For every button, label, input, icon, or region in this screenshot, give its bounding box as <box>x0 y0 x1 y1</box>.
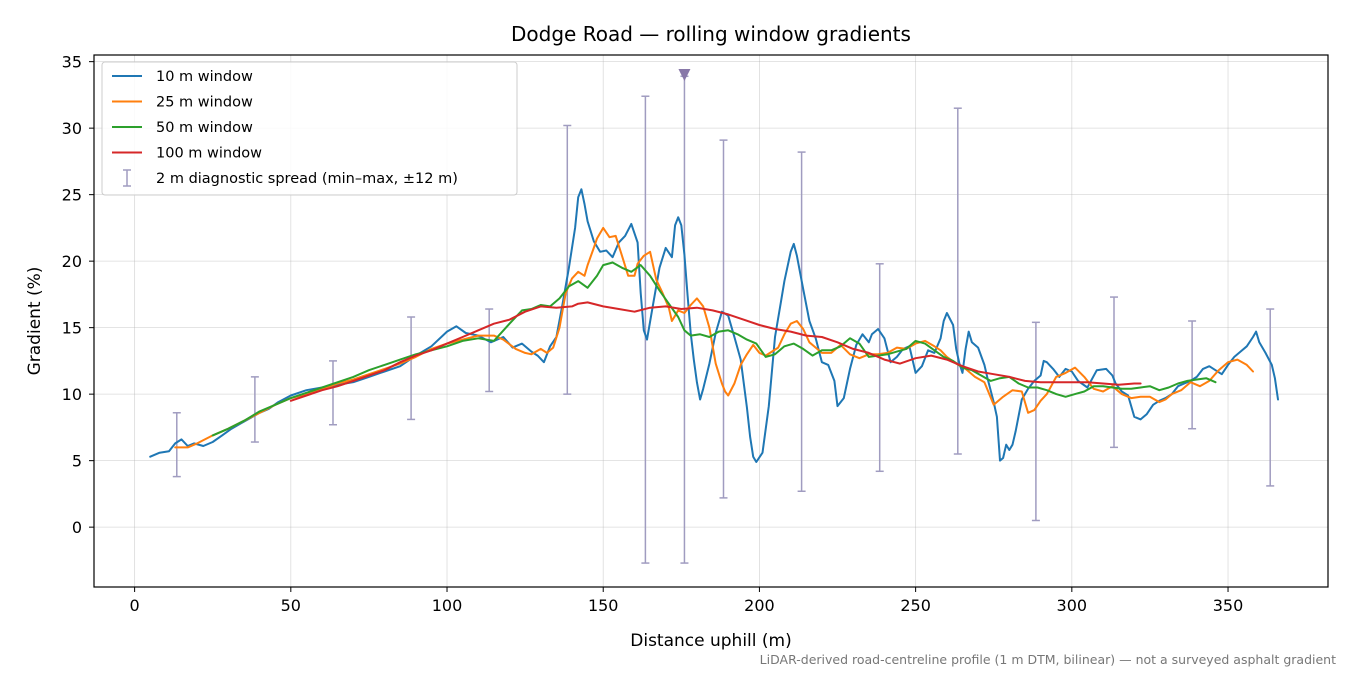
legend: 10 m window 25 m window 50 m window 100 m w… <box>101 61 518 196</box>
errorbar <box>1031 321 1040 522</box>
series-line-3 <box>289 301 1142 402</box>
errorbar <box>1266 308 1275 487</box>
errorbar <box>485 308 494 393</box>
errorbar-layer <box>172 75 1275 564</box>
plot-frame <box>93 54 1329 588</box>
y-tick-label: 10 <box>62 385 82 404</box>
x-tick-label: 300 <box>1057 596 1088 615</box>
legend-entries: 10 m window 25 m window 50 m window 100 m w… <box>112 69 458 187</box>
legend-label-0: 10 m window <box>156 69 253 85</box>
y-tick-label: 30 <box>62 119 82 138</box>
errorbar <box>1110 296 1119 449</box>
marker-layer <box>678 68 691 81</box>
axis-ticks: 0 50 100 150 200 250 300 350 0 5 10 15 20 25 30 35 <box>62 53 1244 615</box>
x-tick-label: 50 <box>281 596 301 615</box>
errorbar <box>875 263 884 473</box>
errorbar <box>641 95 650 564</box>
series-line-0 <box>149 188 1279 463</box>
legend-label-errorbars: 2 m diagnostic spread (min–max, ±12 m) <box>156 171 458 187</box>
errorbar <box>172 412 181 478</box>
legend-label-3: 100 m window <box>156 146 262 162</box>
y-tick-label: 15 <box>62 319 82 338</box>
series-layer <box>149 188 1279 463</box>
x-tick-label: 350 <box>1213 596 1244 615</box>
errorbar <box>953 107 962 455</box>
legend-label-1: 25 m window <box>156 95 253 111</box>
chart-title: Dodge Road — rolling window gradients <box>511 22 911 46</box>
errorbar <box>1188 320 1197 430</box>
x-tick-label: 100 <box>432 596 463 615</box>
legend-box <box>101 61 518 196</box>
x-axis-label: Distance uphill (m) <box>630 631 791 651</box>
y-tick-label: 0 <box>72 518 82 537</box>
series-line-2 <box>211 261 1217 437</box>
errorbar <box>797 151 806 492</box>
errorbar <box>719 139 728 499</box>
errorbar <box>328 360 337 426</box>
y-axis-label: Gradient (%) <box>25 267 45 376</box>
series-line-1 <box>174 226 1254 449</box>
errorbar <box>680 75 689 564</box>
x-tick-label: 250 <box>900 596 931 615</box>
y-tick-label: 35 <box>62 53 82 72</box>
peak-marker <box>678 68 691 81</box>
errorbar <box>563 124 572 395</box>
y-tick-label: 25 <box>62 186 82 205</box>
x-tick-label: 200 <box>744 596 775 615</box>
footnote: LiDAR-derived road-centreline profile (1… <box>760 652 1336 667</box>
y-tick-label: 5 <box>72 452 82 471</box>
errorbar <box>250 376 259 443</box>
x-tick-label: 150 <box>588 596 619 615</box>
errorbar <box>407 316 416 421</box>
y-tick-label: 20 <box>62 252 82 271</box>
legend-label-2: 50 m window <box>156 120 253 136</box>
x-tick-label: 0 <box>130 596 140 615</box>
